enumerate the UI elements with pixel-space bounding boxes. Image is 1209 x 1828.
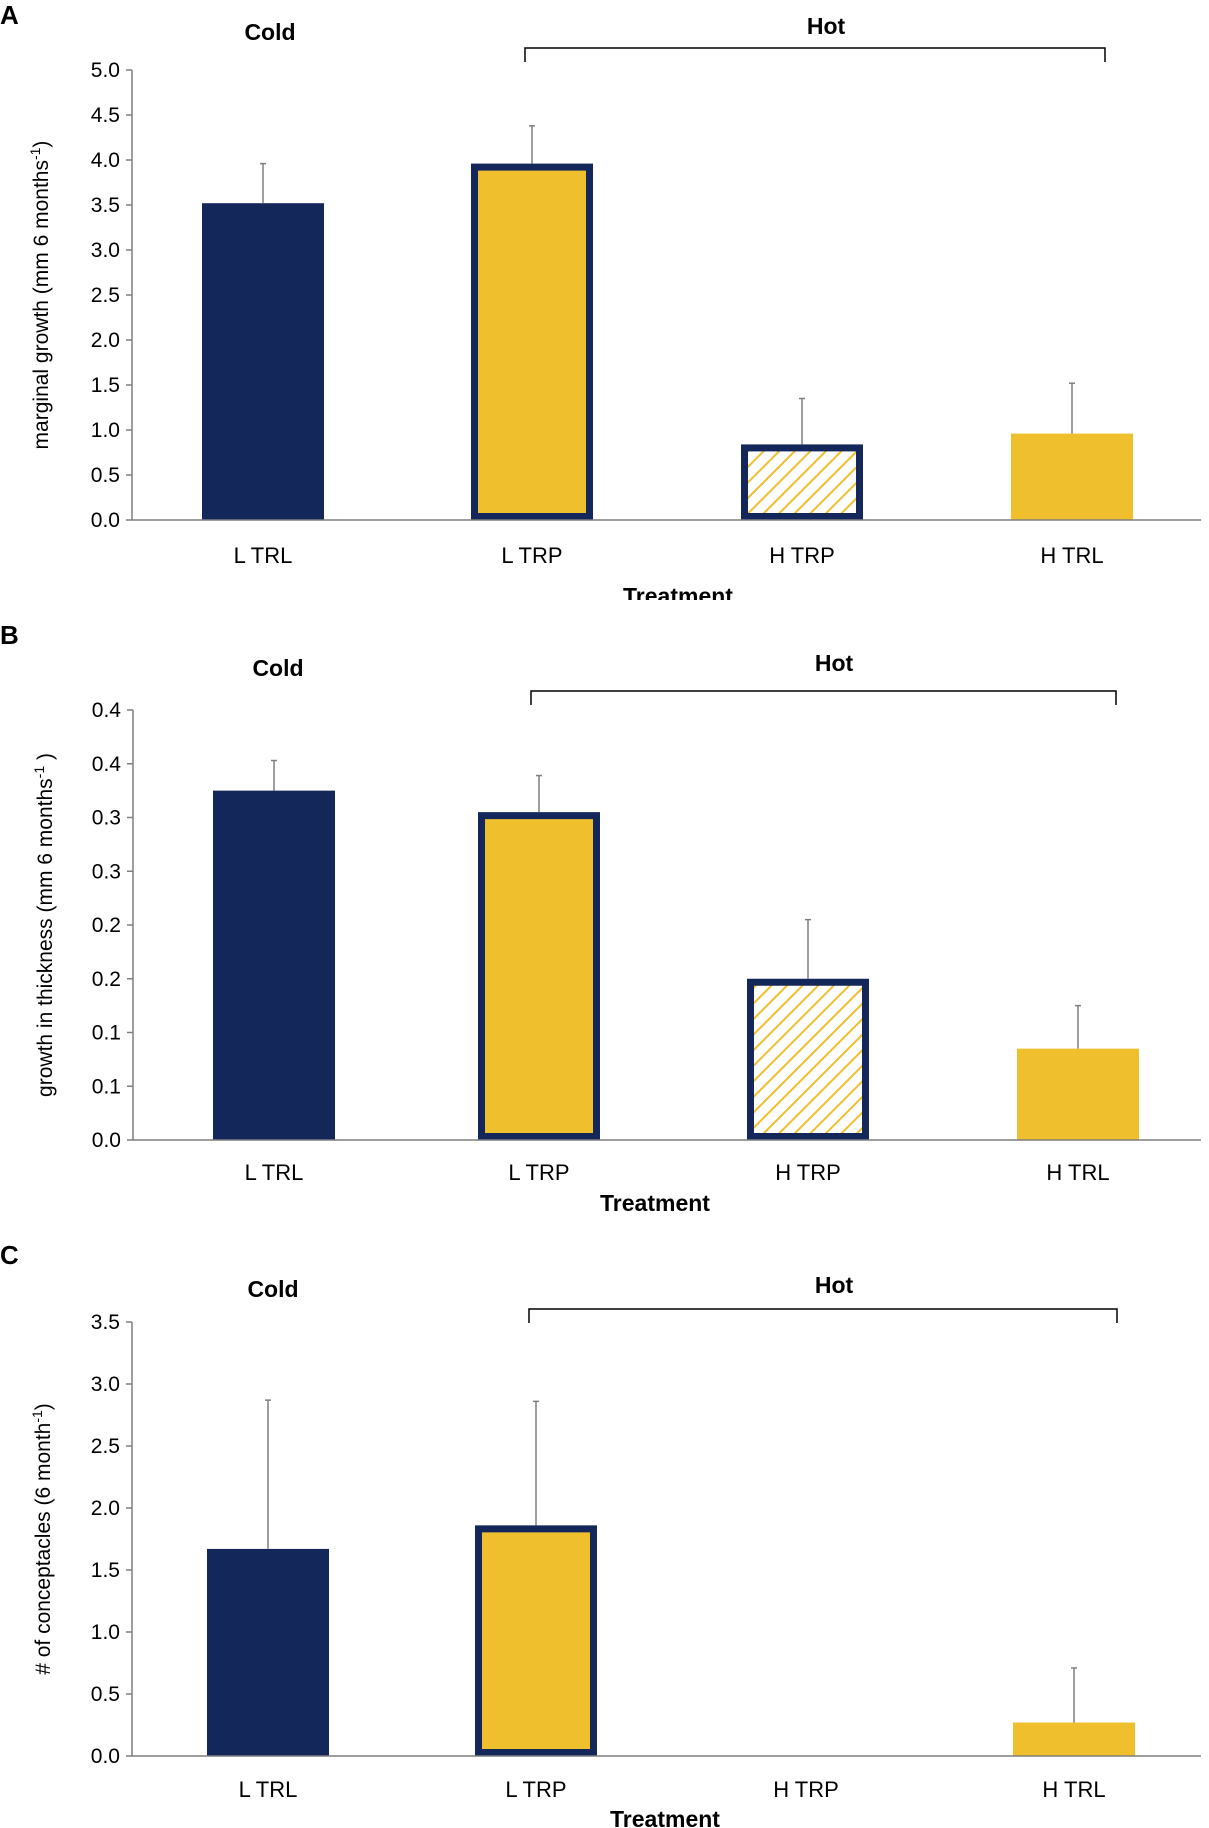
y-tick-label: 4.5 <box>91 104 120 127</box>
y-tick-label: 0.5 <box>91 1683 120 1706</box>
y-tick-label: 2.0 <box>91 329 120 352</box>
y-tick-label: 4.0 <box>91 149 120 172</box>
y-tick-label: 5.0 <box>91 59 120 82</box>
y-tick-label: 0.2 <box>92 914 121 937</box>
y-tick-label: 0.5 <box>91 464 120 487</box>
category-label: H TRP <box>769 543 835 568</box>
panel-b: B 0.0 0.1 0.1 0.2 0.2 0.3 0.3 0.4 0.4 L TRL L TRP H… <box>0 620 1209 1220</box>
y-tick-label: 1.5 <box>91 1559 120 1582</box>
panel-a: A 0.0 0.5 1.0 1.5 2.0 2.5 3.0 3.5 4.0 4.5 5.0 L TRL… <box>0 0 1209 600</box>
chart-a: 0.0 0.5 1.0 1.5 2.0 2.5 3.0 3.5 4.0 4.5 5.0 L TRL L … <box>27 13 1201 600</box>
y-axis-title: growth in thickness (mm 6 months-1 ) <box>31 753 57 1097</box>
y-tick-label: 0.3 <box>92 860 121 883</box>
x-axis-title: Treatment <box>600 1190 710 1216</box>
hot-bracket <box>528 1308 1118 1323</box>
y-axis-title: marginal growth (mm 6 months-1) <box>27 141 53 450</box>
category-label: H TRP <box>775 1160 841 1185</box>
panel-b-letter: B <box>0 620 19 650</box>
category-label: L TRP <box>505 1777 566 1802</box>
category-label: L TRL <box>245 1160 304 1185</box>
y-tick-label: 1.5 <box>91 374 120 397</box>
y-tick-label: 3.0 <box>91 1373 120 1396</box>
x-axis-title: Treatment <box>610 1806 720 1828</box>
bar-h-trp <box>747 978 869 1140</box>
panel-c-letter: C <box>0 1240 19 1270</box>
bar-l-trl <box>202 203 324 520</box>
bar-h-trl <box>1011 433 1133 520</box>
category-label: H TRL <box>1042 1777 1105 1802</box>
bar-l-trl <box>213 790 335 1140</box>
category-label: L TRL <box>239 1777 298 1802</box>
chart-b: 0.0 0.1 0.1 0.2 0.2 0.3 0.3 0.4 0.4 L TRL L TRP H T… <box>31 650 1201 1216</box>
bar-l-trp <box>475 1525 597 1756</box>
category-label: H TRL <box>1040 543 1103 568</box>
y-tick-label: 1.0 <box>91 419 120 442</box>
panel-a-letter: A <box>0 0 19 30</box>
bar-h-trl <box>1013 1722 1135 1756</box>
y-tick-label: 3.5 <box>91 194 120 217</box>
hot-bracket <box>530 690 1117 705</box>
panel-c: C 0.0 0.5 1.0 1.5 2.0 2.5 3.0 3.5 L TRL L TRP H TR… <box>0 1240 1209 1828</box>
bar-l-trp <box>478 812 600 1140</box>
y-tick-label: 0.1 <box>92 1075 121 1098</box>
y-tick-label: 0.4 <box>92 753 122 776</box>
y-tick-label: 2.5 <box>91 284 120 307</box>
y-tick-label: 0.1 <box>92 1022 121 1045</box>
cold-label: Cold <box>244 19 295 45</box>
y-tick-label: 3.5 <box>91 1311 120 1334</box>
y-tick-label: 0.4 <box>92 699 122 722</box>
cold-label: Cold <box>247 1276 298 1302</box>
bar-h-trp <box>741 444 863 520</box>
category-label: H TRL <box>1046 1160 1109 1185</box>
y-tick-label: 0.3 <box>92 807 121 830</box>
y-tick-label: 0.0 <box>91 509 120 532</box>
y-axis-title: # of conceptacles (6 month-1) <box>29 1403 55 1675</box>
chart-c: 0.0 0.5 1.0 1.5 2.0 2.5 3.0 3.5 L TRL L TRP H TRP H… <box>29 1272 1201 1828</box>
y-tick-label: 0.2 <box>92 968 121 991</box>
bar-l-trl <box>207 1548 329 1756</box>
category-label: L TRP <box>501 543 562 568</box>
category-label: L TRL <box>234 543 293 568</box>
cold-label: Cold <box>252 655 303 681</box>
y-tick-label: 1.0 <box>91 1621 120 1644</box>
y-tick-label: 3.0 <box>91 239 120 262</box>
category-label: H TRP <box>773 1777 839 1802</box>
hot-label: Hot <box>815 650 854 676</box>
x-axis-title: Treatment <box>623 583 733 600</box>
bar-h-trl <box>1017 1048 1139 1140</box>
hot-bracket <box>524 47 1106 62</box>
hot-label: Hot <box>807 13 846 39</box>
y-tick-label: 2.5 <box>91 1435 120 1458</box>
bar-l-trp <box>471 163 593 520</box>
y-tick-label: 2.0 <box>91 1497 120 1520</box>
y-tick-label: 0.0 <box>92 1129 121 1152</box>
category-label: L TRP <box>508 1160 569 1185</box>
y-tick-label: 0.0 <box>91 1745 120 1768</box>
hot-label: Hot <box>815 1272 854 1298</box>
